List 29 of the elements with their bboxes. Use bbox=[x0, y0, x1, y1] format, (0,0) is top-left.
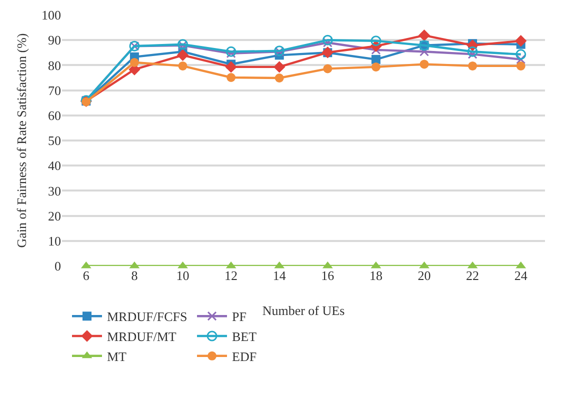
x-tick-label: 22 bbox=[466, 268, 480, 283]
x-axis-title: Number of UEs bbox=[262, 303, 345, 318]
x-tick-label: 10 bbox=[176, 268, 190, 283]
legend-label: MRDUF/MT bbox=[107, 329, 176, 344]
legend-label: MT bbox=[107, 348, 127, 364]
x-tick-label: 18 bbox=[369, 268, 382, 283]
x-tick-label: 24 bbox=[514, 268, 528, 283]
x-tick-label: 12 bbox=[224, 268, 238, 283]
y-axis-title: Gain of Fairness of Rate Satisfaction (%) bbox=[14, 33, 29, 248]
y-tick-label: 80 bbox=[48, 58, 61, 73]
y-tick-label: 90 bbox=[48, 32, 61, 48]
y-tick-label: 30 bbox=[48, 183, 61, 198]
y-tick-label: 100 bbox=[42, 8, 61, 23]
y-tick-label: 60 bbox=[48, 108, 61, 123]
y-tick-label: 40 bbox=[48, 158, 61, 174]
x-tick-label: 16 bbox=[321, 268, 335, 283]
x-tick-label: 8 bbox=[131, 268, 138, 283]
y-tick-label: 10 bbox=[48, 233, 61, 248]
x-tick-label: 14 bbox=[272, 268, 286, 283]
y-tick-label: 20 bbox=[48, 208, 61, 224]
legend-label: BET bbox=[232, 329, 257, 344]
x-tick-label: 6 bbox=[82, 268, 90, 283]
legend-label: EDF bbox=[232, 348, 257, 364]
legend-label: MRDUF/FCFS bbox=[107, 309, 188, 324]
y-tick-label: 50 bbox=[48, 133, 61, 148]
x-tick-label: 20 bbox=[418, 268, 431, 283]
y-tick-label: 0 bbox=[54, 258, 61, 274]
legend-label: PF bbox=[232, 309, 246, 324]
y-tick-label: 70 bbox=[48, 82, 61, 98]
